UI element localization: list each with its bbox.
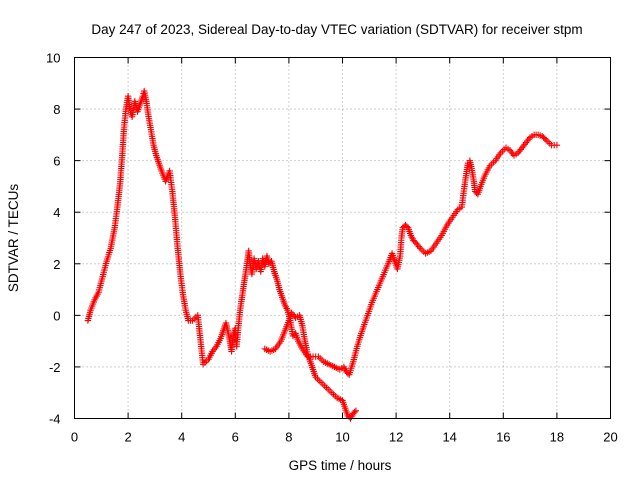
data-point xyxy=(553,141,561,149)
x-tick-label: 12 xyxy=(389,430,403,445)
axis-ticks: 0 2 4 6 8 10 12 14 16 18 20 -4 -2 0 2 4 6 8 10 xyxy=(46,51,618,445)
series-stpm xyxy=(84,87,561,378)
y-tick-label: 6 xyxy=(53,154,60,169)
x-tick-label: 16 xyxy=(496,430,510,445)
y-tick-label: -4 xyxy=(49,412,61,427)
y-tick-label: 8 xyxy=(53,102,60,117)
x-tick-label: 20 xyxy=(603,430,617,445)
x-tick-label: 6 xyxy=(232,430,239,445)
x-tick-label: 0 xyxy=(71,430,78,445)
grid xyxy=(74,57,611,419)
x-tick-label: 4 xyxy=(178,430,185,445)
x-tick-label: 10 xyxy=(335,430,349,445)
y-tick-label: -2 xyxy=(49,360,61,375)
y-tick-label: 2 xyxy=(53,257,60,272)
data-series xyxy=(84,87,561,422)
data-point xyxy=(541,135,549,142)
x-tick-label: 18 xyxy=(550,430,564,445)
x-tick-label: 2 xyxy=(124,430,131,445)
x-axis-label: GPS time / hours xyxy=(289,458,392,473)
y-axis-label: SDTVAR / TECUs xyxy=(6,184,21,293)
y-tick-label: 4 xyxy=(53,205,60,220)
y-tick-label: 10 xyxy=(46,51,60,66)
series-stpm-secondary xyxy=(261,309,360,422)
data-point xyxy=(403,223,411,230)
chart-title: Day 247 of 2023, Sidereal Day-to-day VTE… xyxy=(91,22,582,37)
y-tick-label: 0 xyxy=(53,308,60,323)
data-point xyxy=(351,408,358,416)
data-point xyxy=(352,407,360,414)
x-tick-label: 14 xyxy=(442,430,456,445)
x-tick-label: 8 xyxy=(285,430,292,445)
